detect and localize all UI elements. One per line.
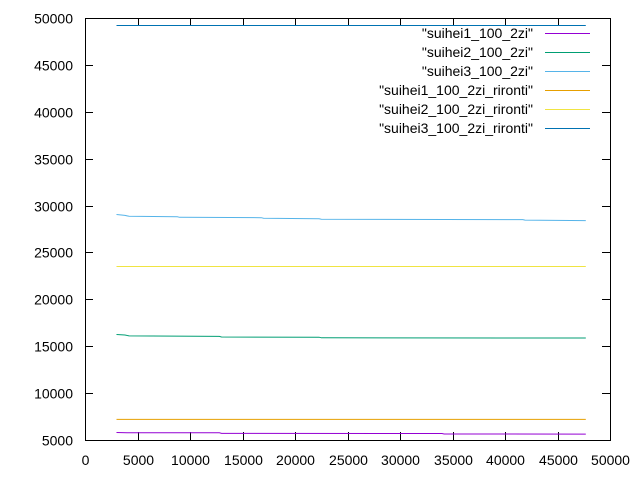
legend-label: "suihei3_100_2zi_rironti" <box>379 120 533 136</box>
y-tick-label: 5000 <box>42 433 73 449</box>
y-tick-label: 40000 <box>34 105 73 121</box>
series-line-1 <box>116 432 586 435</box>
y-tick-label: 25000 <box>34 245 73 261</box>
x-tick-label: 40000 <box>486 452 525 468</box>
y-tick-label: 15000 <box>34 339 73 355</box>
axis-ticks: 5000 10000 15000 20000 25000 30000 35000 40000 4… <box>34 11 630 469</box>
y-tick-label: 30000 <box>34 199 73 215</box>
series-line-2 <box>116 334 586 339</box>
x-tick-label: 45000 <box>539 452 578 468</box>
x-tick-label: 25000 <box>329 452 368 468</box>
y-tick-label: 35000 <box>34 152 73 168</box>
x-tick-label: 20000 <box>276 452 315 468</box>
series-line-3 <box>116 214 586 222</box>
legend-label: "suihei2_100_2zi" <box>422 44 533 60</box>
y-tick-label: 20000 <box>34 292 73 308</box>
x-tick-label: 30000 <box>381 452 420 468</box>
legend-label: "suihei1_100_2zi" <box>422 25 533 41</box>
legend-label: "suihei3_100_2zi" <box>422 63 533 79</box>
y-tick-label: 50000 <box>34 11 73 27</box>
series-lines <box>116 25 586 435</box>
x-tick-label: 0 <box>82 452 90 468</box>
legend: "suihei1_100_2zi" "suihei2_100_2zi" "suihe… <box>379 25 590 136</box>
x-tick-label: 10000 <box>171 452 210 468</box>
x-tick-label: 15000 <box>224 452 263 468</box>
legend-label: "suihei2_100_2zi_rironti" <box>379 101 533 117</box>
x-tick-label: 35000 <box>434 452 473 468</box>
y-tick-label: 45000 <box>34 58 73 74</box>
y-tick-label: 10000 <box>34 386 73 402</box>
x-tick-label: 5000 <box>123 452 154 468</box>
x-tick-label: 50000 <box>591 452 630 468</box>
legend-label: "suihei1_100_2zi_rironti" <box>379 82 533 98</box>
